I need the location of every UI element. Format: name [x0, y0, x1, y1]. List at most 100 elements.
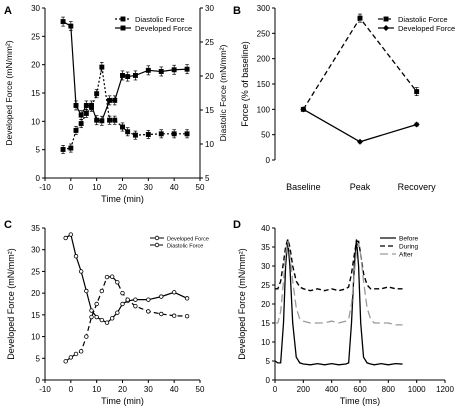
legend-label: Developed Force — [167, 237, 209, 243]
data-point — [184, 131, 190, 137]
data-point — [68, 23, 74, 29]
data-point — [89, 314, 94, 320]
data-point — [184, 313, 190, 319]
y-axis-label: Developed Force (mN/mm²) — [6, 248, 16, 360]
data-point — [73, 103, 79, 108]
data-point — [171, 67, 177, 73]
left-y-tick-label: 15 — [31, 311, 40, 320]
left-y-tick-label: 25 — [31, 267, 40, 276]
x-tick-label: -10 — [39, 183, 51, 192]
data-point — [73, 127, 79, 133]
x-tick-label: 1000 — [408, 385, 426, 394]
data-point — [99, 64, 105, 70]
data-point — [171, 290, 177, 295]
data-point — [146, 297, 151, 302]
data-point — [104, 274, 110, 280]
x-axis-label: Time (ms) — [340, 396, 380, 406]
data-point — [125, 74, 131, 80]
data-point — [159, 311, 164, 317]
chart-panel-b: B 0 50 100 150 200 250 300 Baseline Peak Recovery F… — [233, 4, 455, 192]
left-y-tick-label: 0 — [266, 376, 271, 385]
left-y-tick-label: 10 — [31, 333, 40, 342]
left-y-tick-label: 0 — [36, 174, 41, 183]
left-y-tick-label: 35 — [261, 243, 270, 252]
x-tick-label: 30 — [144, 183, 153, 192]
y-axis-label: Developed Force (mN/mm²) — [4, 40, 14, 145]
legend-label: Diastolic Force — [167, 244, 203, 250]
data-point — [84, 288, 89, 294]
data-point — [115, 310, 120, 315]
series-line-1 — [65, 276, 188, 362]
data-point — [158, 69, 164, 74]
left-y-tick-label: 30 — [31, 246, 40, 255]
left-y-tick-label: 30 — [31, 4, 40, 13]
data-point — [94, 117, 100, 123]
panel-label: A — [4, 5, 12, 17]
left-y-tick-label: 200 — [257, 55, 271, 64]
data-point — [159, 294, 164, 299]
data-point — [184, 296, 190, 301]
series-line-1 — [62, 21, 188, 122]
data-point — [68, 145, 74, 151]
data-point — [99, 288, 105, 294]
legend-marker — [383, 16, 389, 22]
x-tick-label: 50 — [196, 183, 205, 192]
data-point — [68, 355, 74, 360]
left-y-tick-label: 0 — [266, 156, 271, 165]
series-line-2 — [275, 241, 403, 326]
x-tick-label: 10 — [92, 183, 101, 192]
data-point — [94, 91, 100, 97]
x-tick-label: -10 — [39, 385, 51, 394]
x-axis-label: Time (min) — [101, 194, 144, 204]
data-point — [357, 138, 363, 145]
legend-label: Before — [399, 236, 419, 243]
y-axis-label: Developed Force (mN/mm²) — [237, 248, 247, 360]
data-point — [60, 146, 66, 152]
data-point — [109, 316, 115, 321]
data-point — [109, 274, 115, 279]
x-category-label: Recovery — [398, 182, 437, 192]
left-y-tick-label: 150 — [257, 80, 271, 89]
legend-marker — [154, 242, 160, 248]
legend-label: During — [399, 244, 419, 251]
data-point — [145, 67, 151, 73]
left-y-tick-label: 10 — [261, 338, 270, 347]
left-y-tick-label: 35 — [31, 224, 40, 233]
x-tick-label: 1200 — [436, 385, 454, 394]
legend-marker — [383, 25, 389, 31]
x-category-label: Peak — [350, 182, 371, 192]
x-tick-label: 10 — [92, 385, 101, 394]
x-tick-label: 200 — [297, 385, 311, 394]
panel-label: C — [4, 219, 12, 231]
data-point — [84, 334, 89, 339]
right-y-tick-label: 25 — [205, 38, 214, 47]
y-axis-label: Force (% of baseline) — [240, 41, 250, 127]
legend-label: Developed Force — [135, 24, 192, 33]
legend-label: Diastolic Force — [398, 15, 448, 24]
legend-label: Diastolic Force — [135, 15, 185, 24]
right-y-tick-label: 20 — [205, 72, 214, 81]
data-point — [357, 15, 363, 21]
y2-axis-label: Diastolic Force (mN/mm²) — [218, 44, 228, 141]
x-axis-label: Time (min) — [101, 396, 144, 406]
data-point — [133, 297, 138, 302]
data-point — [63, 359, 68, 364]
x-tick-label: 0 — [69, 385, 74, 394]
x-tick-label: 0 — [69, 183, 74, 192]
data-point — [300, 106, 307, 113]
data-point — [125, 129, 131, 135]
left-y-tick-label: 5 — [266, 357, 271, 366]
x-tick-label: 400 — [325, 385, 339, 394]
data-point — [78, 121, 84, 127]
left-y-tick-label: 30 — [261, 262, 270, 271]
x-tick-label: 20 — [118, 385, 127, 394]
panel-label: D — [233, 219, 241, 231]
data-point — [414, 89, 420, 95]
data-point — [145, 132, 151, 137]
data-point — [112, 117, 118, 123]
data-point — [73, 351, 79, 357]
legend-label: After — [399, 252, 414, 259]
legend-marker — [154, 235, 160, 241]
